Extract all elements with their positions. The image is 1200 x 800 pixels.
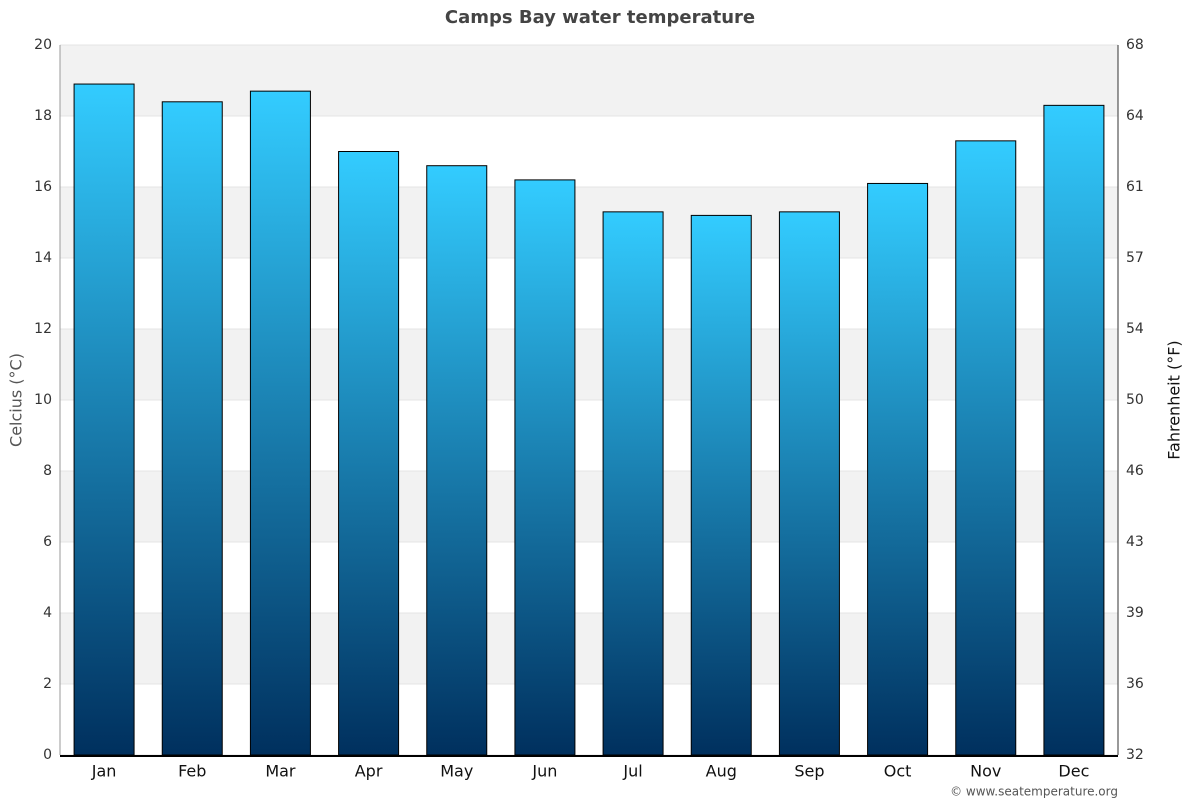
y2-tick-label: 54 bbox=[1126, 321, 1144, 337]
bar bbox=[426, 165, 488, 756]
y-tick-label: 16 bbox=[34, 179, 52, 195]
bar bbox=[161, 101, 223, 756]
credit: © www.seatemperature.org bbox=[950, 785, 1118, 799]
y-tick-label: 2 bbox=[43, 676, 52, 692]
y2-tick-label: 39 bbox=[1126, 605, 1144, 621]
y-tick-label: 18 bbox=[34, 108, 52, 124]
y2-tick-label: 61 bbox=[1126, 179, 1144, 195]
y2-tick-label: 50 bbox=[1126, 392, 1144, 408]
y2-tick-label: 32 bbox=[1126, 747, 1144, 763]
x-tick-label: Jan bbox=[91, 762, 117, 781]
x-tick-label: Apr bbox=[355, 762, 383, 781]
y2-tick-label: 46 bbox=[1126, 463, 1144, 479]
x-tick-label: Sep bbox=[794, 762, 824, 781]
x-tick-label: Aug bbox=[706, 762, 737, 781]
y2-tick-label: 68 bbox=[1126, 37, 1144, 53]
bar bbox=[955, 140, 1017, 756]
x-tick-label: Jun bbox=[531, 762, 557, 781]
bar bbox=[690, 214, 752, 756]
y-tick-label: 4 bbox=[43, 605, 52, 621]
bar bbox=[514, 179, 576, 756]
chart-title: Camps Bay water temperature bbox=[445, 7, 755, 28]
bar bbox=[73, 83, 135, 756]
bar bbox=[778, 211, 840, 756]
grid-band bbox=[60, 613, 1118, 684]
grid-band bbox=[60, 471, 1118, 542]
x-tick-label: Jul bbox=[622, 762, 642, 781]
x-tick-label: Oct bbox=[884, 762, 912, 781]
bar bbox=[338, 151, 400, 756]
y-tick-label: 12 bbox=[34, 321, 52, 337]
y-tick-label: 6 bbox=[43, 534, 52, 550]
y-tick-label: 20 bbox=[34, 37, 52, 53]
y-tick-label: 14 bbox=[34, 250, 52, 266]
x-tick-label: May bbox=[440, 762, 473, 781]
y-tick-label: 8 bbox=[43, 463, 52, 479]
y-tick-label: 10 bbox=[34, 392, 52, 408]
y2-tick-label: 43 bbox=[1126, 534, 1144, 550]
bar bbox=[1043, 104, 1105, 756]
y-axis-label: Celcius (°C) bbox=[7, 353, 26, 447]
y2-tick-label: 57 bbox=[1126, 250, 1144, 266]
grid-band bbox=[60, 329, 1118, 400]
x-tick-label: Feb bbox=[178, 762, 206, 781]
y2-tick-label: 64 bbox=[1126, 108, 1144, 124]
y-tick-label: 0 bbox=[43, 747, 52, 763]
grid-band bbox=[60, 45, 1118, 116]
grid-band bbox=[60, 187, 1118, 258]
y2-axis-label: Fahrenheit (°F) bbox=[1165, 340, 1184, 459]
bar bbox=[249, 90, 311, 756]
x-tick-label: Mar bbox=[265, 762, 296, 781]
y2-tick-label: 36 bbox=[1126, 676, 1144, 692]
x-tick-label: Nov bbox=[970, 762, 1001, 781]
bar bbox=[602, 211, 664, 756]
x-tick-label: Dec bbox=[1058, 762, 1089, 781]
bar bbox=[867, 182, 929, 756]
